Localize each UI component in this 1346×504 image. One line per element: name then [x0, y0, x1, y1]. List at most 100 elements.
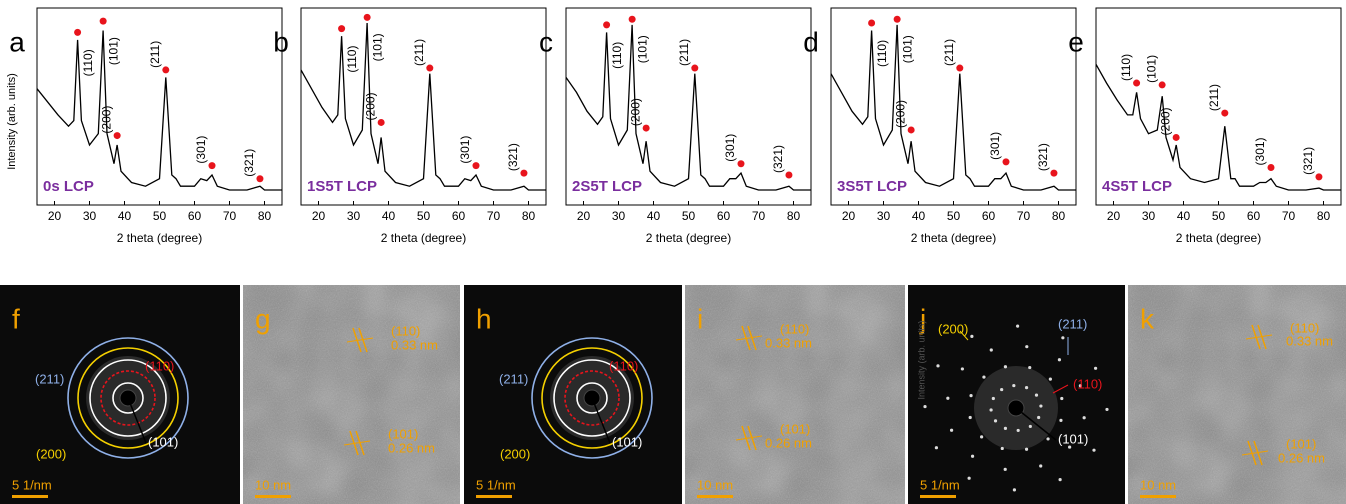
scale-bar — [1140, 495, 1176, 498]
diffraction-spot — [1029, 425, 1032, 428]
image-letter: i — [697, 303, 703, 334]
scale-bar — [697, 495, 733, 498]
annotation: (200) — [500, 446, 530, 461]
diffraction-spot — [1028, 366, 1031, 369]
scale-bar-label: 10 nm — [697, 477, 733, 492]
hrtem-noise — [243, 285, 460, 504]
diffraction-spot — [935, 446, 938, 449]
peak-marker — [629, 16, 636, 23]
x-tick-label: 60 — [452, 209, 466, 223]
diffraction-spot — [1004, 427, 1007, 430]
scale-bar-label: 10 nm — [1140, 477, 1176, 492]
peak-marker — [162, 66, 169, 73]
x-tick-label: 50 — [417, 209, 431, 223]
x-tick-label: 20 — [842, 209, 856, 223]
panel-letter: e — [1068, 26, 1084, 57]
peak-marker — [894, 16, 901, 23]
diffraction-spot — [1001, 447, 1004, 450]
peak-label: (200) — [99, 106, 113, 134]
diffraction-spot — [971, 455, 974, 458]
diffraction-spot — [1004, 365, 1007, 368]
peak-marker — [378, 119, 385, 126]
peak-label: (110) — [345, 46, 359, 73]
x-tick-label: 40 — [382, 209, 396, 223]
annotation: (211) — [35, 371, 64, 386]
image-panel: g(110)0.33 nm(101)0.26 nm10 nm — [243, 285, 460, 504]
diffraction-spot — [980, 435, 983, 438]
annotation: 0.26 nm — [1278, 450, 1325, 465]
peak-label: (301) — [458, 136, 472, 164]
peak-marker — [691, 65, 698, 72]
diffraction-spot — [1060, 397, 1063, 400]
x-tick-label: 40 — [1177, 209, 1191, 223]
diffraction-spot — [950, 429, 953, 432]
x-tick-label: 70 — [487, 209, 501, 223]
peak-marker — [1173, 134, 1180, 141]
annotation: (101) — [1058, 431, 1088, 446]
scale-bar — [920, 495, 956, 498]
sample-name: 2S5T LCP — [572, 178, 642, 195]
peak-label: (211) — [1207, 84, 1221, 111]
scale-bar — [476, 495, 512, 498]
diffraction-spot — [970, 335, 973, 338]
peak-label: (101) — [106, 37, 120, 65]
image-panel: k(110)0.33 nm(101)0.26 nm10 nm — [1128, 285, 1346, 504]
image-panel: f(211)(110)(200)(101)5 1/nm — [0, 285, 240, 504]
peak-label: (211) — [942, 39, 956, 66]
annotation: Intensity (arb. units) — [916, 320, 926, 399]
annotation: (101) — [780, 421, 810, 436]
diffraction-spot — [989, 408, 992, 411]
peak-marker — [1268, 164, 1275, 171]
x-tick-label: 70 — [223, 209, 237, 223]
diffraction-spot — [1013, 488, 1016, 491]
x-tick-label: 20 — [577, 209, 591, 223]
diffraction-spot — [1025, 386, 1028, 389]
panel-letter: a — [9, 26, 25, 57]
peak-label: (200) — [893, 100, 907, 128]
peak-marker — [338, 25, 345, 32]
peak-marker — [1003, 158, 1010, 165]
x-tick-label: 60 — [717, 209, 731, 223]
x-tick-label: 50 — [682, 209, 696, 223]
x-tick-label: 40 — [912, 209, 926, 223]
peak-marker — [1050, 170, 1057, 177]
x-tick-label: 50 — [947, 209, 961, 223]
peak-label: (110) — [610, 42, 624, 69]
peak-label: (321) — [506, 143, 520, 171]
diffraction-spot — [992, 397, 995, 400]
peak-label: (301) — [1253, 137, 1267, 165]
diffraction-spot — [1000, 388, 1003, 391]
annotation: 0.33 nm — [1286, 333, 1333, 348]
panel-letter: c — [539, 26, 553, 57]
diffraction-spot — [1025, 345, 1028, 348]
x-tick-label: 50 — [153, 209, 167, 223]
annotation: (211) — [1058, 316, 1087, 331]
peak-marker — [364, 14, 371, 21]
annotation: (110) — [780, 321, 809, 336]
diffraction-spot — [1059, 419, 1062, 422]
diffraction-spot — [1004, 468, 1007, 471]
annotation: (200) — [938, 321, 968, 336]
peak-label: (321) — [1301, 147, 1315, 175]
x-tick-label: 60 — [1247, 209, 1261, 223]
peak-marker — [1133, 80, 1140, 87]
annotation: 0.26 nm — [388, 440, 435, 455]
scale-bar-label: 5 1/nm — [920, 477, 960, 492]
panel-letter: d — [803, 26, 819, 57]
peak-label: (110) — [1119, 54, 1133, 81]
peak-marker — [209, 162, 216, 169]
figure: 203040506070802 theta (degree)Intensity … — [0, 0, 1346, 504]
x-axis-label: 2 theta (degree) — [1176, 231, 1261, 245]
image-panel: j(200)(211)(110)(101)Intensity (arb. uni… — [908, 285, 1125, 504]
diffraction-spot — [1049, 378, 1052, 381]
annotation: (101) — [1286, 436, 1316, 451]
x-tick-label: 80 — [522, 209, 536, 223]
peak-marker — [520, 170, 527, 177]
peak-marker — [738, 160, 745, 167]
diffraction-spot — [923, 405, 926, 408]
peak-label: (301) — [194, 136, 208, 164]
y-axis-label: Intensity (arb. units) — [6, 73, 18, 170]
peak-label: (200) — [628, 98, 642, 126]
hrtem-noise — [685, 285, 905, 504]
